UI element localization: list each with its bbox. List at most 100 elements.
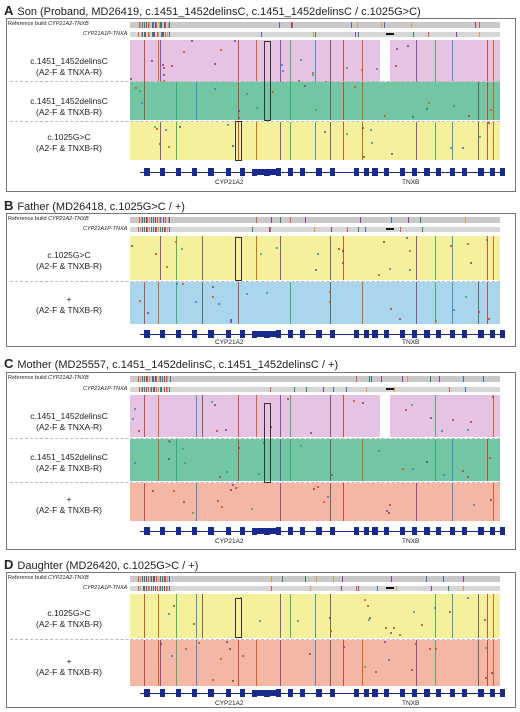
exon-block	[500, 527, 505, 535]
read-mismatch-dot	[415, 642, 418, 645]
reference-variant-tick	[165, 376, 167, 382]
variant-line	[362, 40, 363, 120]
exon-block	[288, 168, 293, 176]
variant-line	[487, 439, 488, 481]
reference-variant-tick	[157, 586, 159, 591]
reference-variant-tick	[166, 586, 168, 591]
read-mismatch-dot	[155, 253, 158, 256]
variant-line	[362, 282, 363, 324]
reference-variant-tick	[165, 387, 167, 392]
exon-block	[176, 168, 181, 176]
exon-block	[192, 527, 197, 535]
reference-variant-tick	[142, 586, 144, 591]
variant-line	[435, 282, 436, 324]
exon-block	[364, 527, 369, 535]
exon-block	[300, 168, 305, 176]
read-mismatch-dot	[311, 74, 314, 77]
exon-block	[316, 330, 322, 338]
variant-line	[238, 439, 239, 481]
deletion-marker	[386, 388, 394, 390]
pseudogene-build-label: CYP21A1P-TNXA	[83, 226, 128, 232]
read-mismatch-dot	[130, 77, 133, 80]
variant-line	[315, 40, 316, 120]
exon-block	[276, 527, 281, 535]
exon-block	[208, 527, 214, 535]
reference-variant-tick	[151, 376, 153, 382]
read-mismatch-dot	[316, 252, 319, 255]
reference-variant-tick	[165, 22, 167, 28]
exon-block	[384, 689, 389, 697]
read-mismatch-dot	[401, 467, 404, 470]
track-separator	[10, 639, 500, 640]
read-mismatch-dot	[131, 245, 134, 248]
variant-line	[158, 640, 159, 686]
read-mismatch-dot	[313, 487, 316, 490]
read-mismatch-dot	[450, 147, 453, 150]
pseudogene-bar	[130, 32, 500, 37]
reference-variant-tick	[169, 586, 171, 591]
exon-block	[400, 330, 405, 338]
read-mismatch-dot	[369, 617, 372, 620]
exon-block	[490, 527, 495, 535]
exon-block	[208, 168, 214, 176]
reference-variant-tick	[402, 376, 404, 382]
variant-line	[343, 640, 344, 686]
variant-line	[416, 236, 417, 280]
reference-variant-tick	[151, 217, 153, 223]
variant-line	[280, 236, 281, 280]
exon-block	[144, 527, 150, 535]
reference-variant-tick	[167, 376, 169, 382]
read-mismatch-dot	[194, 300, 197, 303]
reference-variant-tick	[376, 586, 378, 591]
variant-line	[290, 282, 291, 324]
exon-block	[412, 330, 417, 338]
read-mismatch-dot	[219, 475, 222, 478]
reference-variant-tick	[145, 576, 147, 582]
track-label: + (A2-F & TNXB-R)	[36, 494, 102, 515]
reference-variant-tick	[147, 586, 149, 591]
variant-line	[343, 40, 344, 120]
read-mismatch-dot	[361, 127, 364, 130]
reference-variant-tick	[305, 217, 307, 223]
read-mismatch-dot	[229, 489, 232, 492]
read-mismatch-dot	[230, 320, 233, 323]
read-mismatch-dot	[369, 128, 372, 131]
variant-line	[256, 40, 257, 120]
variant-line	[493, 236, 494, 280]
reference-variant-tick	[151, 586, 153, 591]
read-track-blue	[130, 282, 500, 324]
reference-variant-tick	[140, 32, 142, 37]
variant-line	[196, 594, 197, 638]
reference-variant-tick	[169, 387, 171, 392]
exon-block	[364, 689, 369, 697]
read-mismatch-dot	[406, 237, 409, 239]
reference-variant-tick	[168, 32, 170, 37]
variant-line	[330, 594, 331, 638]
read-mismatch-dot	[246, 293, 249, 296]
reference-variant-tick	[139, 387, 141, 392]
read-mismatch-dot	[233, 40, 236, 42]
reference-variant-tick	[346, 227, 348, 232]
read-mismatch-dot	[191, 40, 194, 43]
read-mismatch-dot	[184, 647, 187, 650]
read-mismatch-dot	[388, 659, 391, 662]
reference-variant-tick	[150, 387, 152, 392]
reference-build-label: Reference build CYP21A2-TNXB	[8, 375, 89, 381]
variant-line	[238, 282, 239, 324]
read-mismatch-dot	[384, 641, 387, 644]
read-mismatch-dot	[484, 676, 487, 679]
reference-variant-tick	[164, 576, 166, 582]
reference-variant-tick	[314, 32, 316, 37]
variant-line	[493, 594, 494, 638]
highlight-box	[264, 41, 271, 121]
read-mismatch-dot	[303, 85, 306, 88]
reference-variant-tick	[162, 576, 164, 582]
variant-line	[196, 640, 197, 686]
reference-bar	[130, 22, 500, 28]
pseudogene-bar	[130, 586, 500, 591]
read-mismatch-dot	[168, 439, 171, 442]
reference-variant-tick	[138, 576, 140, 582]
reference-variant-tick	[152, 586, 154, 591]
reference-variant-tick	[141, 387, 143, 392]
reference-variant-tick	[278, 22, 280, 28]
